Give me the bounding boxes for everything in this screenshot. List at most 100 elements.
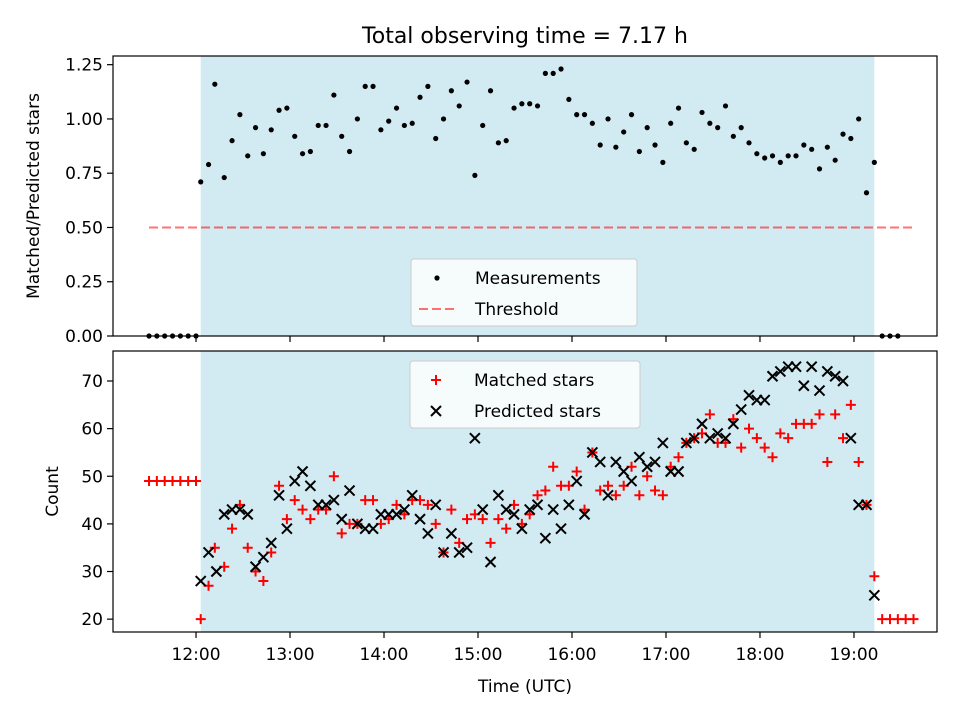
measurement-point <box>675 105 682 111</box>
measurement-point <box>534 103 541 109</box>
measurement-point <box>848 135 854 142</box>
matched-star-point <box>571 466 582 477</box>
measurement-point <box>636 148 642 155</box>
measurement-point <box>699 109 705 116</box>
legend-box <box>409 360 641 429</box>
measurement-point <box>715 125 721 131</box>
measurement-point <box>495 140 501 146</box>
matched-star-point <box>422 499 433 510</box>
matched-star-point <box>751 433 762 444</box>
matched-star-point <box>845 399 856 410</box>
count-y-label: Count <box>43 466 63 517</box>
matched-star-point <box>524 509 535 520</box>
measurement-point <box>738 125 744 131</box>
measurement-point <box>628 112 635 118</box>
predicted-star-point <box>523 503 536 516</box>
measurement-point <box>409 120 415 126</box>
measurement-point <box>229 138 235 144</box>
ratio-panel-frame <box>112 55 938 337</box>
predicted-star-point <box>758 394 771 406</box>
measurement-point <box>856 116 862 122</box>
matched-star-point <box>209 542 220 553</box>
matched-star-point <box>250 566 261 577</box>
matched-star-point <box>328 471 339 482</box>
count-panel: 20 30 40 50 60 70 12:00 13:00 14:00 15:00 16:00 17… <box>43 350 938 697</box>
measurement-point <box>519 101 525 107</box>
measurement-point <box>205 161 212 168</box>
measurement-point <box>370 83 376 89</box>
measurement-point <box>323 122 329 129</box>
predicted-star-point <box>516 522 528 535</box>
measurement-point <box>644 125 650 131</box>
ratio-x-axis <box>195 336 855 342</box>
predicted-star-point <box>563 499 575 511</box>
predicted-star-point <box>320 499 332 511</box>
measurement-point <box>668 120 674 126</box>
measurement-point <box>252 125 259 131</box>
predicted-star-point <box>422 527 434 540</box>
predicted-star-point <box>837 375 849 387</box>
matched-star-point <box>477 514 488 525</box>
measurement-point <box>480 122 486 129</box>
measurement-point <box>268 127 274 133</box>
measurement-point <box>574 112 580 118</box>
measurement-point <box>292 133 298 139</box>
matched-star-point <box>540 485 551 496</box>
matched-star-point <box>650 485 661 496</box>
measurement-point <box>198 179 204 185</box>
matched-star-point <box>759 442 770 453</box>
measurement-point <box>245 153 251 159</box>
measurement-point <box>754 151 760 157</box>
matched-star-point <box>814 409 825 420</box>
matched-star-point <box>227 523 238 534</box>
measurement-point <box>401 122 407 129</box>
predicted-star-point <box>242 508 254 521</box>
predicted-star-point <box>672 465 685 478</box>
ratio-y-label: Matched/Predicted stars <box>24 93 44 299</box>
matched-star-point <box>305 514 316 525</box>
measurement-point <box>589 120 595 126</box>
measurement-point <box>581 112 588 118</box>
predicted-star-point <box>336 513 348 525</box>
matched-star-point <box>462 514 473 525</box>
predicted-star-point <box>469 432 481 444</box>
predicted-star-point <box>437 546 450 559</box>
x-tick-label: 14:00 <box>360 645 409 665</box>
x-tick-label: 17:00 <box>641 645 690 665</box>
measurements-series <box>146 66 901 339</box>
predicted-star-point <box>484 556 497 568</box>
matched-star-point <box>258 576 269 587</box>
measurement-point <box>777 159 783 165</box>
predicted-star-point <box>829 370 841 382</box>
matched-star-point <box>485 537 496 548</box>
matched-star-point <box>603 480 614 491</box>
measurement-point <box>307 148 313 155</box>
matched-star-point <box>806 418 817 429</box>
predicted-star-point <box>273 489 285 502</box>
measurement-point <box>331 92 337 98</box>
measurement-point <box>511 105 517 111</box>
matched-star-point <box>657 490 668 501</box>
predicted-star-point <box>414 513 426 525</box>
matched-star-point <box>908 614 919 625</box>
measurement-point <box>863 190 870 196</box>
legend-plus-marker <box>431 375 441 385</box>
measurement-point <box>605 116 611 122</box>
matched-star-point <box>744 423 755 434</box>
predicted-star-point <box>234 503 246 516</box>
predicted-star-point <box>390 508 403 521</box>
predicted-star-point <box>461 541 473 554</box>
predicted-star-point <box>657 437 669 449</box>
predicted-star-point <box>547 503 559 516</box>
matched-star-point <box>281 514 292 525</box>
predicted-star-point <box>398 503 411 516</box>
predicted-star-point <box>774 365 787 378</box>
matched-star-point <box>728 414 739 425</box>
legend-dot-marker <box>434 275 440 281</box>
measurement-point <box>801 142 807 148</box>
measurement-point <box>660 159 666 165</box>
predicted-star-point <box>578 508 591 521</box>
count-series <box>144 361 919 625</box>
predicted-star-point <box>249 561 262 573</box>
